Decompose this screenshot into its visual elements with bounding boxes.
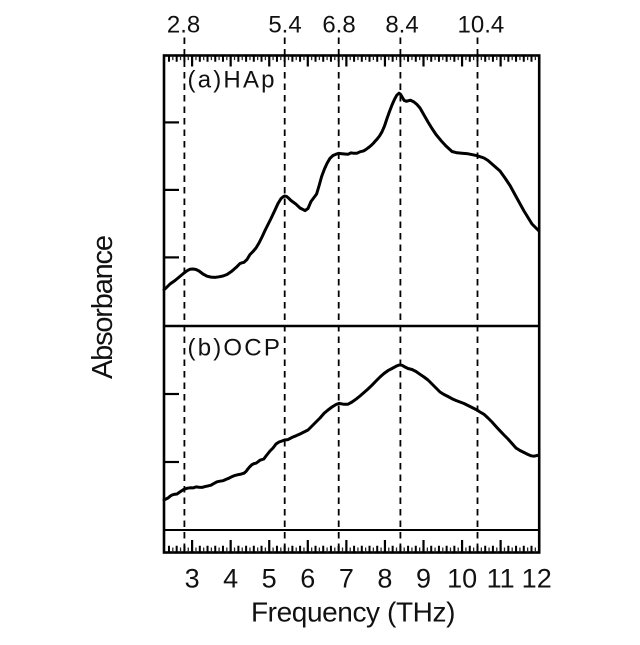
svg-text:2.8: 2.8 — [167, 12, 200, 39]
svg-text:Absorbance: Absorbance — [87, 236, 119, 379]
svg-text:4: 4 — [223, 564, 238, 594]
svg-text:12: 12 — [522, 564, 552, 594]
svg-text:5: 5 — [262, 564, 277, 594]
svg-text:10.4: 10.4 — [458, 12, 505, 39]
svg-text:3: 3 — [185, 564, 200, 594]
svg-text:6: 6 — [300, 564, 315, 594]
svg-text:7: 7 — [339, 564, 354, 594]
svg-text:(a)HAp: (a)HAp — [188, 67, 277, 94]
svg-text:8.4: 8.4 — [385, 12, 418, 39]
svg-text:Frequency (THz): Frequency (THz) — [251, 597, 455, 628]
svg-text:11: 11 — [487, 564, 515, 594]
svg-text:5.4: 5.4 — [268, 12, 301, 39]
svg-text:8: 8 — [377, 564, 392, 594]
svg-text:10: 10 — [447, 564, 477, 594]
svg-text:9: 9 — [416, 564, 431, 594]
svg-text:6.8: 6.8 — [322, 12, 355, 39]
svg-text:(b)OCP: (b)OCP — [188, 335, 283, 362]
